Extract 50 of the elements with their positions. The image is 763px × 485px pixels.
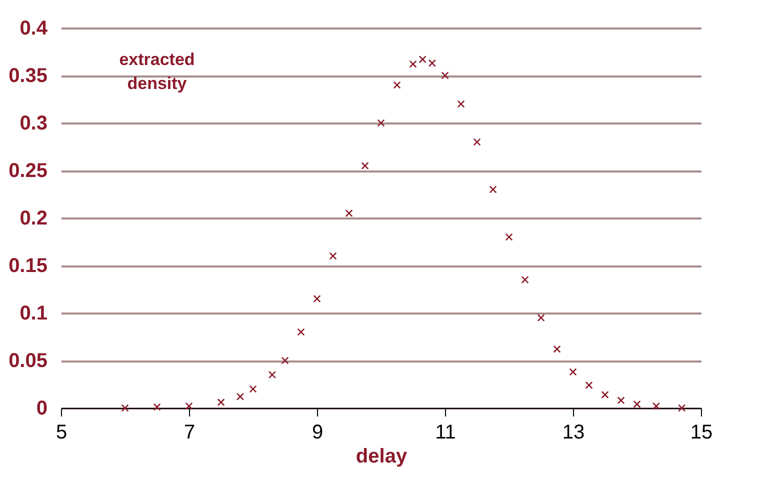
annotation: extracted density bbox=[119, 50, 195, 93]
point bbox=[217, 398, 225, 406]
point bbox=[457, 100, 465, 108]
point bbox=[428, 59, 436, 67]
point bbox=[268, 370, 276, 379]
point bbox=[633, 400, 641, 408]
point bbox=[361, 162, 369, 170]
point bbox=[489, 186, 497, 194]
x-tick-label: 9 bbox=[312, 422, 324, 444]
x-axis-title: delay bbox=[356, 446, 408, 468]
point bbox=[553, 345, 561, 353]
point bbox=[249, 385, 257, 393]
point bbox=[297, 328, 305, 336]
point bbox=[473, 138, 481, 146]
point bbox=[585, 381, 593, 390]
y-tick-label: 0.35 bbox=[8, 65, 48, 87]
point bbox=[313, 294, 321, 303]
y-tick-label: 0.1 bbox=[20, 302, 48, 324]
point bbox=[505, 233, 513, 241]
x-tick-label: 13 bbox=[562, 422, 585, 444]
x-tick-label: 5 bbox=[56, 422, 68, 444]
y-tick-label: 0.05 bbox=[8, 350, 48, 372]
x-tick-label: 11 bbox=[435, 422, 456, 444]
point bbox=[329, 252, 337, 260]
point bbox=[678, 404, 686, 412]
point bbox=[281, 356, 289, 364]
y-tick-label: 0 bbox=[36, 398, 48, 420]
y-tick-label: 0.2 bbox=[20, 208, 48, 230]
point bbox=[409, 60, 417, 68]
point bbox=[377, 119, 385, 127]
point bbox=[617, 396, 625, 404]
y-tick-label: 0.3 bbox=[20, 112, 48, 134]
point bbox=[521, 276, 529, 284]
point bbox=[601, 390, 609, 399]
point bbox=[537, 314, 545, 322]
x-tick-label: 7 bbox=[184, 422, 196, 444]
point bbox=[153, 403, 161, 411]
y-tick-label: 0.15 bbox=[8, 255, 48, 277]
point bbox=[418, 56, 426, 64]
point bbox=[652, 402, 660, 410]
y-tick-label: 0.4 bbox=[20, 18, 48, 40]
point bbox=[345, 209, 353, 218]
y-tick-label: 0.25 bbox=[8, 160, 48, 182]
point bbox=[236, 392, 244, 400]
point bbox=[569, 368, 577, 376]
point bbox=[441, 72, 449, 80]
point bbox=[393, 81, 401, 89]
point bbox=[121, 404, 129, 412]
point bbox=[185, 402, 193, 410]
x-tick-label: 15 bbox=[690, 422, 713, 444]
